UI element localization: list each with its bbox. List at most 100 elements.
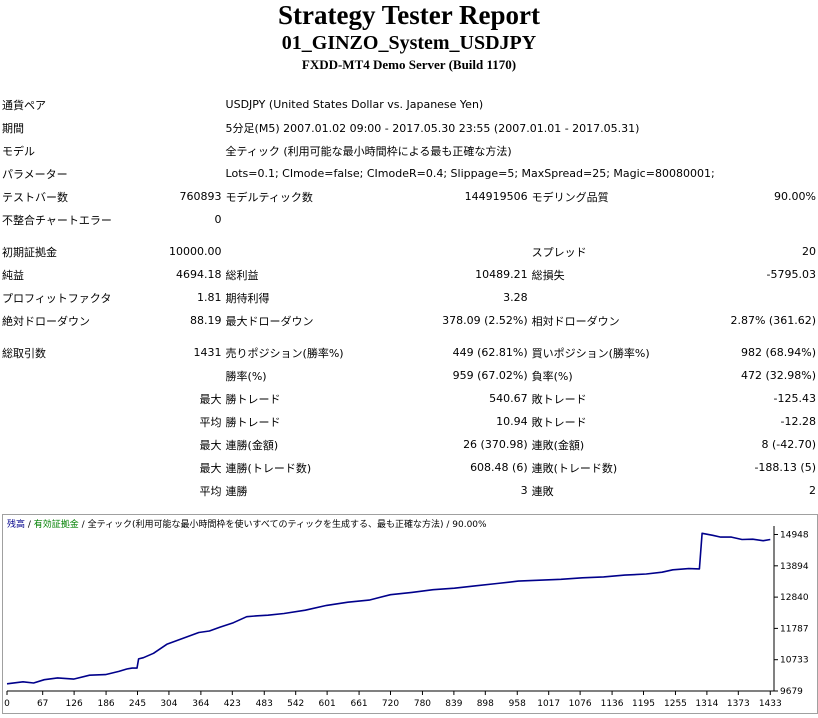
stats-row-cons-profit: 最大 連勝(トレード数) 608.48 (6) 連敗(トレード数) -188.1… bbox=[0, 456, 818, 479]
stats-row-drawdown: 絶対ドローダウン 88.19 最大ドローダウン 378.09 (2.52%) 相… bbox=[0, 309, 818, 332]
max-cons-profit-value: 608.48 (6) bbox=[470, 461, 528, 474]
gross-profit-label: 総利益 bbox=[225, 268, 259, 282]
stats-row-cons-wins: 最大 連勝(金額) 26 (370.98) 連敗(金額) 8 (-42.70) bbox=[0, 433, 818, 456]
model-ticks-label: モデルティック数 bbox=[225, 190, 313, 204]
x-tick-label: 661 bbox=[350, 699, 367, 709]
legend-description: 全ティック(利用可能な最小時間枠を使いすべてのティックを生成する、最も正確な方法… bbox=[87, 520, 487, 530]
gross-loss-value: -5795.03 bbox=[766, 268, 816, 281]
avg-loss-label: 敗トレード bbox=[531, 415, 587, 429]
stats-row-factor: プロフィットファクタ 1.81 期待利得 3.28 bbox=[0, 286, 818, 309]
x-tick-label: 780 bbox=[414, 699, 431, 709]
initial-deposit-label: 初期証拠金 bbox=[2, 245, 57, 259]
max-cons-loss-label: 連敗(トレード数) bbox=[531, 461, 618, 475]
report-table: 通貨ペア USDJPY (United States Dollar vs. Ja… bbox=[0, 93, 818, 502]
loss-rate-value: 472 (32.98%) bbox=[740, 369, 816, 382]
avg-win-value: 10.94 bbox=[496, 415, 528, 428]
x-tick-label: 1373 bbox=[727, 699, 750, 709]
balance-chart-svg: 0 67 126 186 245 304 364 423 483 542 601 661 720 780 8… bbox=[2, 514, 818, 714]
params-value: Lots=0.1; CImode=false; CImodeR=0.4; Sli… bbox=[225, 167, 715, 180]
y-tick-label: 11787 bbox=[780, 624, 809, 634]
chart-frame bbox=[2, 514, 818, 714]
balance-chart: 0 67 126 186 245 304 364 423 483 542 601 661 720 780 8… bbox=[2, 514, 818, 714]
x-tick-label: 958 bbox=[509, 699, 526, 709]
balance-line bbox=[6, 532, 771, 685]
largest-loss-label: 敗トレード bbox=[531, 392, 587, 406]
avg-loss-value: -12.28 bbox=[780, 415, 816, 428]
info-row-period: 期間 5分足(M5) 2007.01.02 09:00 - 2017.05.30… bbox=[0, 116, 818, 139]
legend-equity: 有効証拠金 bbox=[33, 520, 79, 530]
max-label: 最大 bbox=[199, 438, 222, 452]
max-cons-losses-value: 8 (-42.70) bbox=[761, 438, 816, 451]
legend-separator: / bbox=[25, 520, 34, 530]
max-dd-label: 最大ドローダウン bbox=[225, 314, 314, 328]
x-tick-label: 1255 bbox=[664, 699, 687, 709]
stats-row-deposit: 初期証拠金 10000.00 スプレッド 20 bbox=[0, 240, 818, 263]
avg-label: 平均 bbox=[199, 415, 222, 429]
stats-row-average: 平均 勝トレード 10.94 敗トレード -12.28 bbox=[0, 410, 818, 433]
avg-win-label: 勝トレード bbox=[225, 415, 281, 429]
legend-separator: / bbox=[78, 520, 88, 530]
expected-payoff-label: 期待利得 bbox=[225, 291, 270, 305]
x-tick-label: 364 bbox=[192, 699, 209, 709]
total-trades-label: 総取引数 bbox=[2, 346, 46, 360]
x-tick-label: 186 bbox=[97, 699, 114, 709]
largest-loss-value: -125.43 bbox=[773, 392, 816, 405]
avg-cons-losses-label: 連敗 bbox=[531, 484, 554, 498]
avg-cons-wins-value: 3 bbox=[520, 484, 528, 497]
x-tick-label: 245 bbox=[129, 699, 146, 709]
info-row-model: モデル 全ティック (利用可能な最小時間枠による最も正確な方法) bbox=[0, 139, 818, 162]
gross-loss-label: 総損失 bbox=[531, 268, 565, 282]
spread-label: スプレッド bbox=[531, 245, 587, 259]
params-label: パラメーター bbox=[2, 167, 68, 181]
x-tick-label: 304 bbox=[160, 699, 177, 709]
model-quality-label: モデリング品質 bbox=[531, 190, 609, 204]
expected-payoff-value: 3.28 bbox=[503, 291, 528, 304]
x-tick-label: 1076 bbox=[569, 699, 592, 709]
pair-value: USDJPY (United States Dollar vs. Japanes… bbox=[225, 98, 484, 111]
stats-row-winrate: 勝率(%) 959 (67.02%) 負率(%) 472 (32.98%) bbox=[0, 364, 818, 387]
bars-value: 760893 bbox=[179, 190, 222, 203]
chart-legend: 残高 / 有効証拠金 / 全ティック(利用可能な最小時間枠を使いすべてのティック… bbox=[7, 517, 487, 530]
period-label: 期間 bbox=[2, 121, 24, 135]
period-value: 5分足(M5) 2007.01.02 09:00 - 2017.05.30 23… bbox=[225, 121, 640, 135]
server-name: FXDD-MT4 Demo Server (Build 1170) bbox=[301, 57, 517, 72]
y-tick-label: 13894 bbox=[780, 562, 809, 572]
abs-dd-label: 絶対ドローダウン bbox=[2, 314, 90, 328]
stats-row-avg-cons: 平均 連勝 3 連敗 2 bbox=[0, 479, 818, 502]
x-tick-label: 126 bbox=[66, 699, 83, 709]
max-dd-value: 378.09 (2.52%) bbox=[442, 314, 528, 327]
mismatch-value: 0 bbox=[214, 213, 222, 226]
x-tick-label: 67 bbox=[37, 699, 48, 709]
max-cons-losses-label: 連敗(金額) bbox=[531, 438, 585, 452]
x-tick-label: 1314 bbox=[695, 699, 718, 709]
stats-row-bars: テストバー数 760893 モデルティック数 144919506 モデリング品質… bbox=[0, 185, 818, 208]
x-tick-label: 423 bbox=[224, 699, 241, 709]
stats-row-profit: 純益 4694.18 総利益 10489.21 総損失 -5795.03 bbox=[0, 263, 818, 286]
loss-rate-label: 負率(%) bbox=[531, 369, 573, 383]
avg-cons-wins-label: 連勝 bbox=[225, 484, 248, 498]
x-tick-label: 601 bbox=[319, 699, 336, 709]
max-label: 最大 bbox=[199, 392, 222, 406]
pair-label: 通貨ペア bbox=[2, 98, 46, 112]
x-tick-label: 720 bbox=[382, 699, 399, 709]
short-value: 449 (62.81%) bbox=[452, 346, 528, 359]
long-label: 買いポジション(勝率%) bbox=[531, 346, 650, 360]
model-quality-value: 90.00% bbox=[774, 190, 816, 203]
x-tick-label: 0 bbox=[4, 699, 10, 709]
info-row-params: パラメーター Lots=0.1; CImode=false; CImodeR=0… bbox=[0, 162, 818, 185]
profit-factor-label: プロフィットファクタ bbox=[2, 291, 112, 305]
rel-dd-label: 相対ドローダウン bbox=[531, 314, 620, 328]
short-label: 売りポジション(勝率%) bbox=[225, 346, 344, 360]
report-header: Strategy Tester Report 01_GINZO_System_U… bbox=[0, 0, 818, 73]
max-label: 最大 bbox=[199, 461, 222, 475]
spread-value: 20 bbox=[802, 245, 816, 258]
profit-factor-value: 1.81 bbox=[197, 291, 222, 304]
x-tick-label: 1195 bbox=[632, 699, 655, 709]
avg-label: 平均 bbox=[199, 484, 222, 498]
max-cons-wins-label: 連勝(金額) bbox=[225, 438, 279, 452]
y-tick-label: 14948 bbox=[780, 531, 809, 541]
rel-dd-value: 2.87% (361.62) bbox=[730, 314, 816, 327]
max-cons-profit-label: 連勝(トレード数) bbox=[225, 461, 312, 475]
mismatch-label: 不整合チャートエラー bbox=[2, 213, 112, 227]
x-tick-label: 898 bbox=[477, 699, 494, 709]
